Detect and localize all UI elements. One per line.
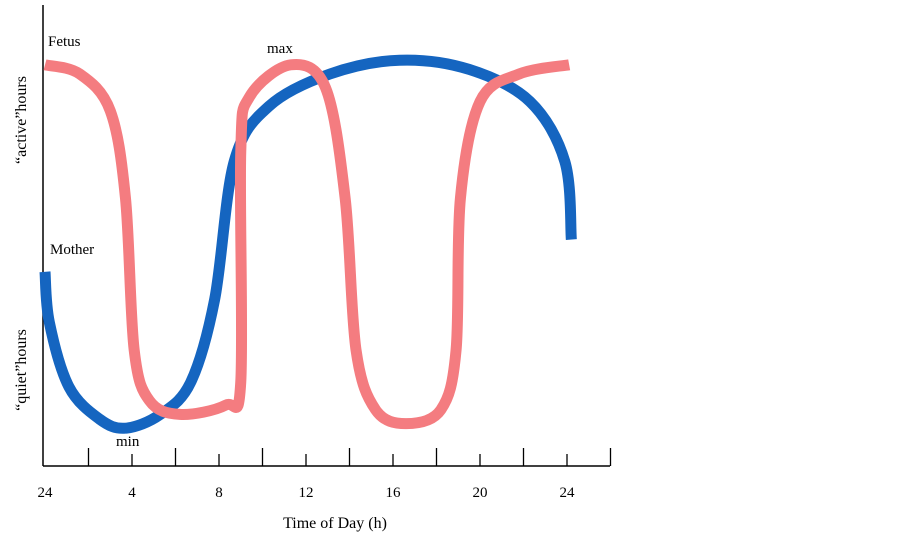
series-label-mother: Mother <box>50 242 94 258</box>
x-tick-label: 4 <box>128 485 136 501</box>
x-tick-label: 8 <box>215 485 223 501</box>
series-label-fetus: Fetus <box>48 34 81 50</box>
x-tick-label: 24 <box>38 485 54 501</box>
x-tick-label: 16 <box>386 485 402 501</box>
annotation-min: min <box>116 434 140 450</box>
x-tick-label: 20 <box>473 485 488 501</box>
y-label-quiet: “quiet”hours <box>13 329 30 411</box>
x-axis-label: Time of Day (h) <box>283 515 387 532</box>
x-tick-label: 24 <box>560 485 576 501</box>
annotation-max: max <box>267 41 293 57</box>
x-tick-label: 12 <box>299 485 314 501</box>
series-line-fetus <box>43 58 571 430</box>
y-label-active: “active”hours <box>13 76 30 164</box>
